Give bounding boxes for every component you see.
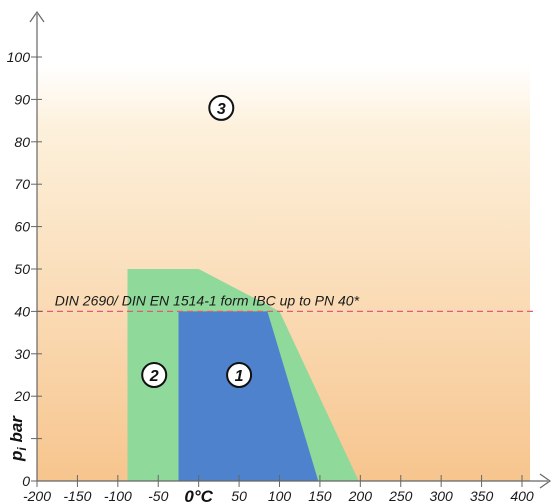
x-tick-label: -150: [63, 488, 91, 504]
y-tick-label: 70: [14, 176, 30, 192]
y-tick-label: 0: [22, 473, 30, 489]
x-tick-label: -100: [104, 488, 132, 504]
y-axis-arrow: [29, 10, 45, 23]
x-tick-label: 100: [268, 488, 292, 504]
region-2-badge: [141, 362, 168, 388]
x-tick-label: 250: [388, 488, 413, 504]
y-tick-label: 20: [13, 388, 30, 404]
y-tick-label: 90: [14, 91, 30, 107]
region-3-label: 3: [217, 101, 226, 118]
region-1-label: 1: [235, 368, 244, 385]
x-tick-label: -50: [148, 488, 168, 504]
x-tick-label: 200: [348, 488, 373, 504]
y-tick-label: 80: [14, 134, 30, 150]
x-tick-label: -200: [23, 488, 51, 504]
y-tick-label: 40: [14, 303, 30, 319]
region-3-badge: [208, 94, 235, 121]
y-tick-label: 50: [14, 261, 30, 277]
region-2-label: 2: [149, 368, 159, 385]
labels-layer: DIN 2690/ DIN EN 1514-1 form IBC up to P…: [7, 94, 360, 462]
y-tick-label: 60: [14, 219, 30, 235]
x-tick-label: 50: [231, 488, 247, 504]
x-axis-arrow: [539, 473, 552, 489]
x-zero-label: 0°C: [184, 487, 213, 504]
ticks-layer: 0 20 30 40 50 60 70 80 90 100 -200 -150 -100 -50 50 100…: [7, 49, 534, 504]
reference-line-label: DIN 2690/ DIN EN 1514-1 form IBC up to P…: [55, 292, 360, 308]
y-axis-label: pi bar: [7, 415, 29, 462]
region-1-area: [178, 311, 319, 481]
x-tick-label: 400: [510, 488, 534, 504]
x-tick-label: 300: [429, 488, 453, 504]
axes-layer: [29, 10, 552, 489]
x-tick-label: 150: [308, 488, 332, 504]
y-tick-label: 100: [7, 49, 31, 65]
x-tick-label: 350: [470, 488, 494, 504]
region-1-badge: [226, 362, 253, 388]
y-tick-label: 30: [14, 346, 30, 362]
